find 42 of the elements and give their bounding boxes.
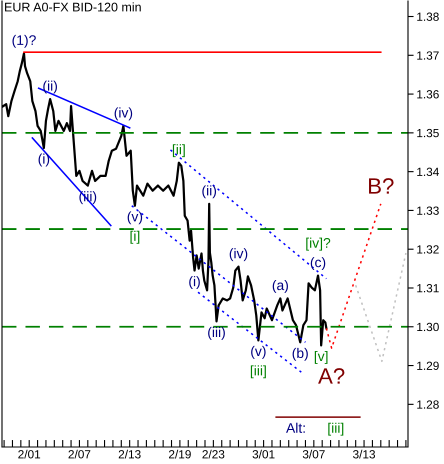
annotation: (ii)	[43, 80, 57, 94]
x-tick-label: 2/13	[118, 450, 141, 458]
y-tick-label: 1.28	[417, 400, 439, 409]
annotation: (b)	[292, 348, 308, 361]
x-tick-label: 3/01	[252, 450, 275, 458]
annotation: (i)	[38, 154, 50, 166]
annotation: (iii)	[208, 326, 225, 340]
chart-title: EUR A0-FX BID-120 min	[5, 2, 141, 12]
annotation: A?	[318, 368, 344, 384]
y-tick-label: 1.36	[417, 90, 439, 98]
annotation: (v)	[128, 211, 142, 224]
annotation: (iv)	[114, 107, 132, 120]
annotation: (iv)	[230, 248, 248, 262]
y-tick-label: 1.35	[417, 128, 439, 138]
annotation: B?	[369, 178, 394, 194]
y-tick-label: 1.31	[417, 284, 439, 292]
x-tick-label: 2/01	[18, 450, 40, 458]
annotation: [ii]	[172, 144, 185, 158]
annotation: [v]	[314, 350, 328, 364]
y-tick-label: 1.32	[417, 245, 439, 254]
y-tick-label: 1.37	[417, 51, 439, 60]
annotation: (v)	[251, 346, 266, 359]
y-tick-label: 1.30	[417, 322, 439, 332]
x-tick-label: 2/23	[202, 450, 224, 458]
annotation: [iii]	[328, 422, 344, 436]
annotation: (c)	[310, 257, 326, 270]
y-tick-label: 1.38	[417, 12, 439, 21]
annotation: (1)?	[12, 34, 36, 48]
y-tick-label: 1.33	[417, 206, 439, 215]
annotation: Alt:	[286, 422, 305, 433]
annotation: (a)	[272, 280, 288, 293]
x-tick-label: 3/07	[302, 450, 325, 458]
annotation: (i)	[189, 276, 200, 290]
y-tick-label: 1.34	[417, 168, 439, 176]
x-tick-label: 2/07	[68, 450, 90, 458]
annotation: (ii)	[202, 185, 216, 198]
annotation: [iii]	[250, 365, 266, 378]
annotation: [iv]?	[306, 238, 330, 251]
x-tick-label: 2/19	[168, 450, 191, 458]
annotation: [i]	[130, 230, 140, 244]
y-tick-label: 1.29	[417, 362, 439, 370]
x-tick-label: 3/13	[353, 450, 376, 458]
